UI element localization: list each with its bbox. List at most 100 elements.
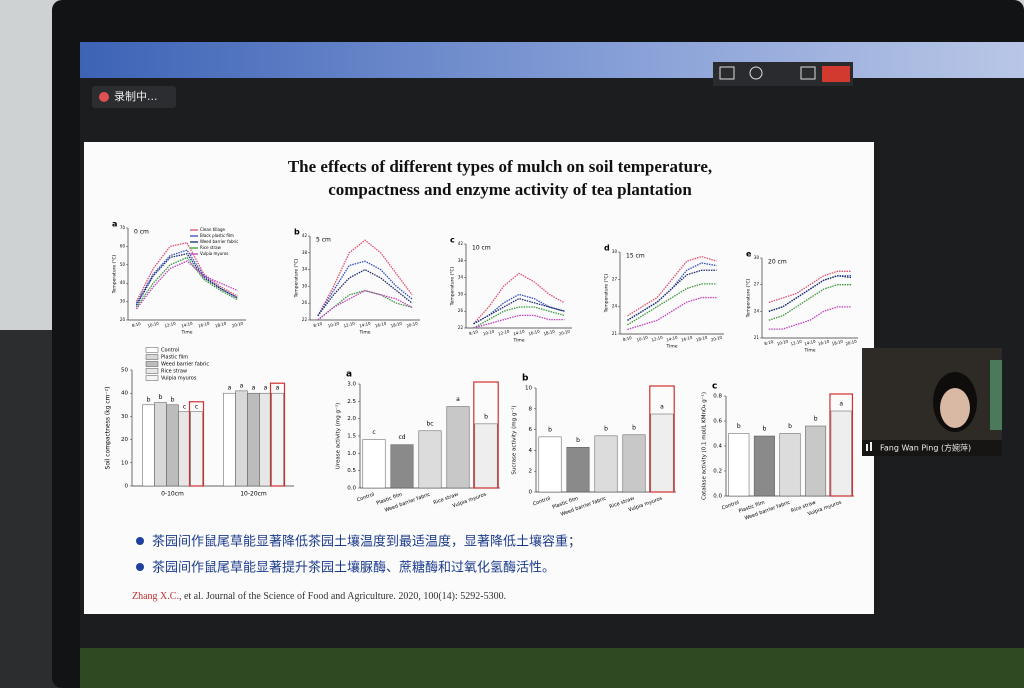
- record-icon[interactable]: [749, 66, 763, 80]
- x-tick-label: 8:10: [313, 321, 323, 328]
- recording-badge: [92, 86, 176, 108]
- bar: [247, 392, 260, 487]
- y-tick-label: 8: [529, 406, 533, 412]
- y-axis-label: Temperature (°C): [604, 273, 610, 313]
- y-tick-label: 3.0: [347, 382, 356, 388]
- bar: [594, 435, 618, 493]
- citation-author: Zhang X.C.: [132, 591, 179, 602]
- y-axis-label: Temperature (°C): [746, 278, 752, 318]
- x-tick-label: 20:10: [231, 320, 244, 328]
- significance-letter: a: [228, 385, 232, 392]
- panel-letter: a: [112, 220, 117, 229]
- y-tick-label: 34: [302, 267, 308, 272]
- temperature-line: [135, 241, 238, 302]
- legend-label: Clean tillage: [200, 227, 226, 232]
- y-tick-label: 42: [458, 241, 464, 246]
- x-tick-label: 16:10: [681, 334, 694, 342]
- bar: [538, 436, 562, 493]
- camera-icon[interactable]: [800, 66, 816, 80]
- y-tick-label: 70: [120, 225, 126, 230]
- y-axis-label: Temperature (°C): [294, 258, 300, 298]
- y-axis-label: Sucrase activity (mg g⁻¹): [511, 405, 518, 474]
- temperature-line: [627, 255, 717, 317]
- x-tick-label: 12:10: [164, 320, 177, 328]
- y-axis-label: Urease activity (mg g⁻¹): [335, 403, 342, 469]
- y-tick-label: 27: [612, 276, 618, 281]
- y-tick-label: 30: [120, 299, 126, 304]
- y-tick-label: 40: [121, 391, 128, 397]
- bar: [446, 406, 470, 489]
- panel-depth: 0 cm: [134, 229, 149, 236]
- significance-letter: b: [737, 423, 741, 430]
- y-tick-label: 22: [458, 325, 464, 330]
- legend-label: Vulpia myuros: [200, 251, 228, 256]
- legend-label: Weed barrier fabric: [200, 239, 239, 244]
- x-axis-label: Time: [180, 330, 192, 336]
- stop-button[interactable]: [822, 66, 850, 82]
- significance-letter: b: [159, 394, 163, 401]
- y-tick-label: 20: [120, 317, 126, 322]
- bar: [259, 392, 272, 487]
- legend-label: Rice straw: [161, 369, 187, 375]
- significance-letter: a: [276, 385, 280, 392]
- y-tick-label: 24: [612, 304, 618, 309]
- y-tick-label: 1.0: [347, 451, 356, 457]
- recording-label: 录制中...: [114, 90, 158, 103]
- panel-letter: c: [450, 236, 455, 245]
- y-tick-label: 24: [754, 308, 760, 313]
- x-tick-label: Control: [532, 496, 551, 508]
- y-axis-label: Soil compactness (kg cm⁻²): [105, 387, 112, 470]
- x-tick-label: 16:10: [528, 328, 541, 336]
- participant-name: Fang Wan Ping (方婉萍): [880, 443, 971, 453]
- bar: [362, 439, 386, 489]
- temperature-line: [473, 272, 565, 325]
- panel-letter: b: [522, 374, 529, 384]
- x-tick-label: 12:10: [498, 328, 511, 336]
- y-tick-label: 50: [120, 262, 126, 267]
- bar: [474, 423, 498, 489]
- highlight-box: [188, 401, 205, 487]
- x-tick-label: 14:10: [666, 334, 679, 342]
- x-tick-label: 12:10: [651, 334, 664, 342]
- x-tick-label: 8:10: [764, 339, 774, 346]
- x-tick-label: 16:10: [817, 338, 830, 346]
- x-tick-label: 18:10: [390, 320, 403, 328]
- significance-letter: a: [839, 401, 843, 408]
- panel-letter: d: [604, 244, 610, 253]
- temperature-line: [627, 283, 717, 326]
- y-tick-label: 42: [302, 233, 308, 238]
- x-tick-label: 12:10: [343, 320, 356, 328]
- x-tick-label: 10:10: [636, 334, 649, 342]
- x-tick-label: 10:10: [776, 338, 789, 346]
- temperature-line: [317, 239, 413, 317]
- y-tick-label: 0.0: [347, 486, 356, 492]
- y-tick-label: 38: [302, 250, 308, 255]
- temperature-line: [627, 269, 717, 321]
- x-tick-label: 14:10: [359, 320, 372, 328]
- slide: [84, 142, 874, 614]
- y-tick-label: 10: [121, 460, 128, 466]
- bar: [622, 434, 646, 493]
- y-tick-label: 0.8: [713, 394, 722, 400]
- x-tick-label: 20:10: [845, 338, 858, 346]
- desk-plant-area: [80, 648, 1024, 688]
- x-tick-label: 20:10: [558, 328, 571, 336]
- significance-letter: c: [195, 403, 198, 410]
- legend-swatch: [145, 354, 159, 360]
- temperature-line: [473, 306, 565, 329]
- name-bar: [862, 440, 1002, 456]
- person-face: [940, 388, 970, 428]
- y-tick-label: 27: [754, 282, 760, 287]
- y-tick-label: 6: [529, 427, 533, 433]
- y-tick-label: 4: [529, 448, 533, 454]
- bar: [154, 402, 167, 487]
- panel-letter: b: [294, 228, 300, 237]
- significance-letter: b: [604, 425, 608, 432]
- temperature-line: [135, 260, 238, 310]
- temperature-line: [627, 296, 717, 331]
- x-tick-label: 18:10: [543, 328, 556, 336]
- panel-letter: e: [746, 250, 752, 259]
- significance-letter: a: [660, 404, 664, 411]
- x-tick-label: 10:10: [327, 320, 340, 328]
